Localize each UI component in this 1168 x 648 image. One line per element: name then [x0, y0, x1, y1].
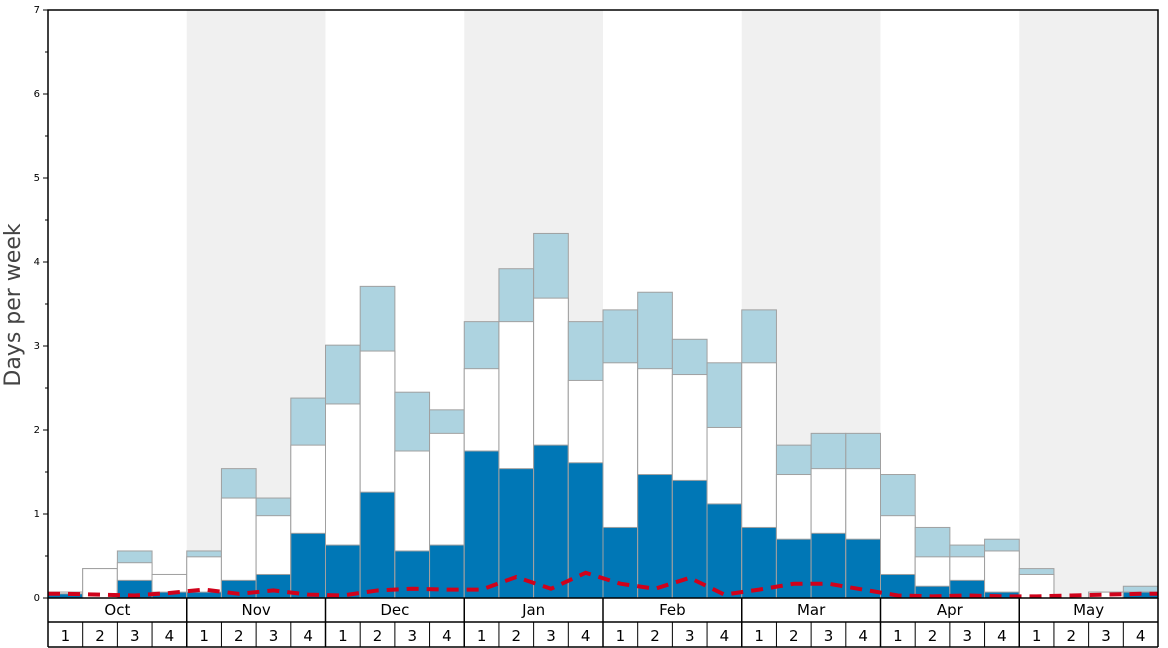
y-tick-label: 6	[34, 89, 40, 100]
month-label: Nov	[241, 601, 270, 619]
week-label: 1	[477, 627, 487, 645]
week-label: 2	[928, 627, 938, 645]
y-tick-label: 7	[34, 5, 40, 16]
week-label: 2	[95, 627, 105, 645]
week-label: 1	[199, 627, 209, 645]
week-label: 2	[789, 627, 799, 645]
bar-dark	[602, 526, 639, 599]
week-label: 2	[373, 627, 383, 645]
bar-dark	[637, 474, 673, 599]
y-tick-label: 2	[34, 425, 40, 436]
bar-dark	[255, 573, 292, 599]
y-tick-label: 4	[34, 257, 40, 268]
y-tick-label: 5	[34, 173, 40, 184]
week-label: 3	[1101, 627, 1111, 645]
week-label: 1	[754, 627, 764, 645]
week-label: 4	[997, 627, 1007, 645]
week-label: 3	[546, 627, 556, 645]
bar-dark	[706, 503, 743, 599]
x-axis: Oct Nov Dec Jan Feb Mar Apr May 1 2 3 4 1 2 3 4 1 2 3 4 1 2 3 4…	[47, 598, 1159, 648]
week-label: 4	[303, 627, 313, 645]
week-label: 3	[824, 627, 834, 645]
week-label: 1	[893, 627, 903, 645]
trend-line-path	[48, 570, 1158, 599]
week-label: 2	[234, 627, 244, 645]
week-label: 4	[720, 627, 730, 645]
y-tick-label: 1	[34, 509, 40, 520]
month-label: May	[1073, 601, 1104, 619]
week-label: 2	[650, 627, 660, 645]
bar-dark	[671, 479, 708, 599]
bar-dark	[463, 450, 500, 599]
bar-dark	[290, 532, 326, 599]
y-tick-label: 3	[34, 341, 40, 352]
bar-dark	[533, 444, 569, 599]
week-label: 3	[962, 627, 972, 645]
week-label: 3	[685, 627, 695, 645]
month-label: Jan	[521, 601, 545, 619]
week-label: 1	[338, 627, 348, 645]
month-band	[1019, 10, 1158, 598]
trend-line	[48, 570, 1158, 599]
week-label: 4	[1136, 627, 1146, 645]
week-label: 1	[1032, 627, 1042, 645]
month-label: Dec	[380, 601, 409, 619]
bar-dark	[394, 550, 431, 599]
y-tick-label: 0	[34, 593, 40, 604]
week-label: 2	[1067, 627, 1077, 645]
bar-dark	[359, 491, 396, 599]
bar-dark	[325, 544, 361, 599]
bar-dark	[567, 462, 604, 599]
bar-dark	[775, 538, 812, 599]
week-label: 3	[407, 627, 417, 645]
week-label: 4	[165, 627, 175, 645]
week-label: 3	[269, 627, 279, 645]
week-label: 4	[581, 627, 591, 645]
month-label: Oct	[104, 601, 130, 619]
bar-dark	[810, 532, 847, 599]
month-label: Feb	[659, 601, 686, 619]
month-label: Apr	[937, 601, 964, 619]
week-label: 4	[442, 627, 452, 645]
week-label: 1	[616, 627, 626, 645]
month-label: Mar	[797, 601, 826, 619]
week-label: 2	[512, 627, 522, 645]
week-label: 1	[61, 627, 71, 645]
bar-mid	[984, 550, 1020, 599]
y-axis-label: Days per week	[1, 223, 26, 386]
bar-stacks	[47, 232, 1159, 599]
week-label: 4	[858, 627, 868, 645]
week-label: 3	[130, 627, 140, 645]
